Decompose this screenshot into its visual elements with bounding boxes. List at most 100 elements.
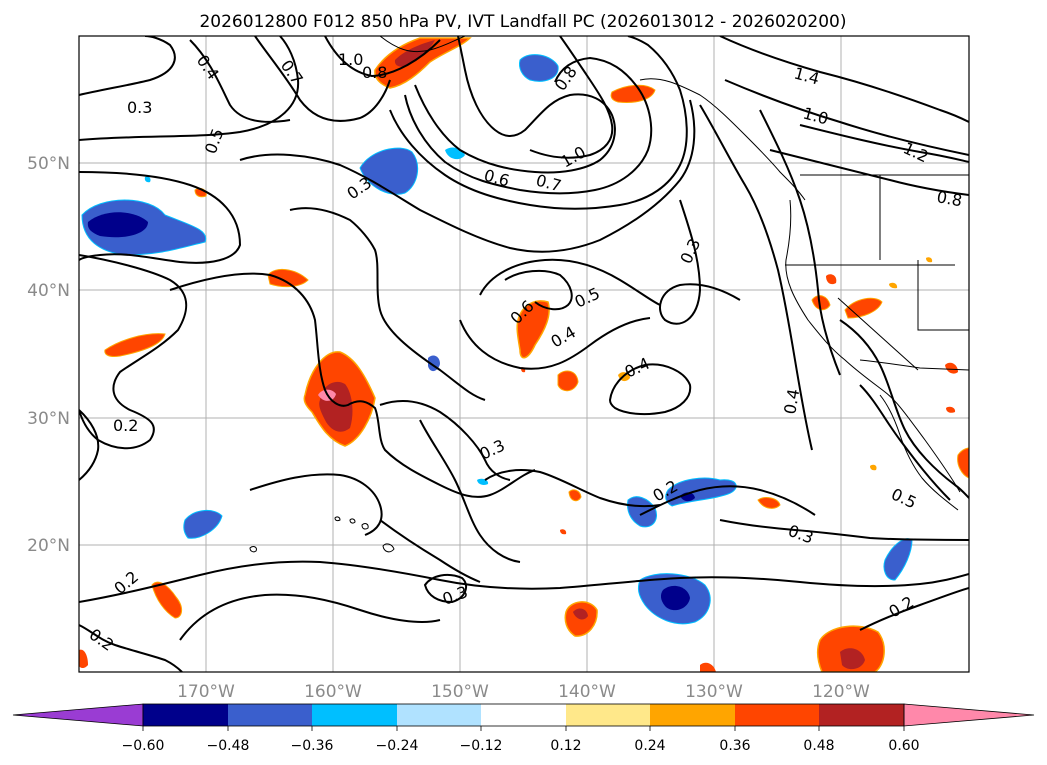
lon-label-160w: 160°W (304, 682, 362, 702)
lat-label-20n: 20°N (27, 536, 70, 556)
negative-anomalies (81, 54, 913, 625)
colorbar-tick-label: −0.36 (291, 738, 334, 754)
colorbar-bin (143, 704, 228, 726)
hawaii-4 (334, 516, 341, 522)
contour-0.3-west-ridge (79, 171, 242, 264)
neg-blob-133w (627, 496, 657, 528)
contour-1.0-ne (724, 79, 969, 156)
lat-label-40n: 40°N (27, 281, 70, 301)
colorbar-tick-label: −0.24 (376, 738, 419, 754)
colorbar-bin (228, 704, 312, 726)
contour-0.5-low (479, 258, 661, 306)
contour-0.2-center2 (249, 473, 383, 536)
contour-label: 0.8 (362, 63, 387, 82)
us-west-coast (785, 199, 961, 493)
colorbar-tick-label: −0.48 (207, 738, 250, 754)
colorbar-tick-label: −0.60 (122, 738, 165, 754)
lon-label-130w: 130°W (685, 682, 743, 702)
neg-blob-tiny (144, 176, 151, 183)
contour-0.2-mid-east (639, 485, 816, 516)
neg-blob-170w (183, 510, 223, 539)
pos-blob-tiny3 (946, 406, 956, 413)
contour-0.3-nw (79, 36, 176, 96)
gridlines (79, 36, 969, 672)
pos-blob-tiny4 (826, 274, 837, 285)
pos-blob-tiny8 (560, 529, 567, 535)
lon-label-140w: 140°W (558, 682, 616, 702)
colorbar-bin (397, 704, 481, 726)
colorbar-tick-label: 0.12 (550, 738, 581, 754)
contour-1.2-ne (799, 124, 969, 163)
pos-blob-145w (516, 300, 550, 359)
contour-0.2-west-mid (79, 409, 100, 481)
lon-label-170w: 170°W (177, 682, 235, 702)
colorbar: −0.60 −0.48 −0.36 −0.24 −0.12 0.12 0.24 … (12, 703, 1035, 754)
colorbar-tick-label: 0.48 (803, 738, 834, 754)
pos-blob-141w-small (568, 489, 582, 502)
state-border-2 (917, 260, 969, 331)
neg-blob-west-core (87, 212, 148, 238)
lon-label-120w: 120°W (812, 682, 870, 702)
island-small (249, 546, 257, 553)
pos-blob-160w-north (267, 268, 309, 288)
contour-0.8-inner (389, 36, 688, 210)
state-border-4 (837, 297, 919, 371)
colorbar-bin (819, 704, 904, 726)
lat-label-30n: 30°N (27, 409, 70, 429)
baja-coast (879, 394, 959, 511)
colorbar-extend-right (903, 703, 1035, 727)
contour-0.2-south-big (79, 560, 969, 603)
contour-0.3-south-loop2 (423, 573, 468, 604)
pos-blob-140w-south-core (573, 608, 588, 620)
neg-blob-133w-south-core (660, 585, 690, 611)
colorbar-extend-left (12, 703, 144, 727)
lon-label-150w: 150°W (431, 682, 489, 702)
contour-0.4-east-loop (608, 363, 692, 416)
contour-0.6-low (504, 269, 573, 311)
colorbar-tick-label: 0.36 (719, 738, 750, 754)
contour-0.4-coast (699, 104, 813, 451)
hawaii-3 (349, 518, 356, 524)
contour-0.2-center (419, 419, 521, 563)
contour-0.3-mid2 (379, 400, 511, 481)
colorbar-bin (566, 704, 650, 726)
contour-0.5-center (289, 207, 486, 401)
pos-blob-north-core (394, 40, 435, 67)
bc-coast (639, 78, 806, 201)
map-frame (78, 35, 970, 673)
contour-0.4-nw (189, 39, 291, 123)
contour-0.6-inner (414, 36, 616, 174)
lat-labels: 50°N 40°N 30°N 20°N (27, 154, 70, 556)
contour-label: 0.4 (780, 387, 803, 415)
colorbar-ticks (142, 726, 905, 731)
colorbar-frame (142, 703, 905, 727)
contour-0.8-ne (769, 149, 969, 196)
pos-blob-tiny2 (945, 362, 958, 374)
pos-blob-128w (757, 497, 781, 509)
figure-title: 2026012800 F012 850 hPa PV, IVT Landfall… (199, 12, 846, 32)
colorbar-bin (735, 704, 819, 726)
pos-blob-tiny7 (889, 282, 898, 289)
pos-blob-north (374, 37, 472, 89)
lat-label-50n: 50°N (27, 154, 70, 174)
colorbar-bin (481, 704, 566, 726)
lon-labels: 170°W 160°W 150°W 140°W 130°W 120°W (177, 682, 870, 702)
contour-label: 0.2 (113, 416, 138, 435)
contour-label: 0.8 (935, 187, 963, 210)
hawaii-2 (361, 523, 369, 530)
contour-0.2-south-loop (179, 593, 441, 641)
pos-blob-tiny6 (870, 464, 877, 471)
colorbar-tick-label: −0.12 (460, 738, 503, 754)
pos-blob-141w (557, 370, 579, 392)
contour-0.5-coast (839, 319, 969, 499)
colorbar-bin (312, 704, 397, 726)
contour-0.7-nw (254, 36, 391, 122)
contour-0.2-sw-corner (79, 624, 183, 672)
pos-blob-131w (700, 662, 716, 672)
us-mexico-border (859, 359, 969, 371)
pos-blob-tiny5 (926, 257, 933, 263)
contour-0.7-inner (404, 56, 653, 195)
contour-label: 0.3 (127, 98, 152, 117)
contour-1.4-ne (719, 36, 969, 123)
contour-label: 1.0 (338, 50, 363, 69)
